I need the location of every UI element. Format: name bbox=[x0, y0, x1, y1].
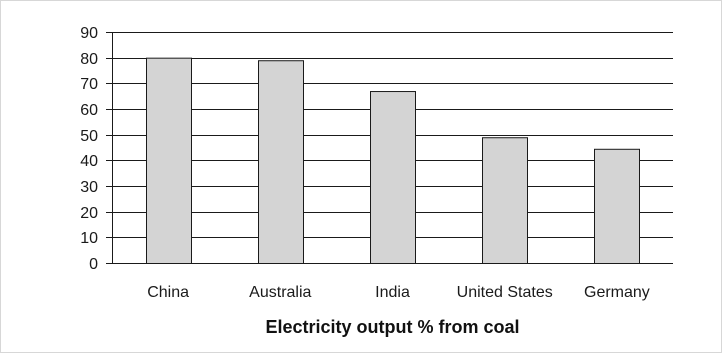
y-tick-label-90: 90 bbox=[80, 25, 98, 42]
x-tick-labels: China Australia India United States Germany bbox=[147, 284, 650, 301]
x-axis-label: Electricity output % from coal bbox=[265, 317, 519, 337]
y-tick-labels: 0 10 20 30 40 50 60 70 80 90 bbox=[80, 25, 98, 273]
y-tick-label-40: 40 bbox=[80, 153, 98, 170]
y-axis bbox=[106, 32, 673, 264]
y-tick-label-30: 30 bbox=[80, 179, 98, 196]
x-tick-label-united-states: United States bbox=[457, 284, 553, 301]
y-tick-label-60: 60 bbox=[80, 102, 98, 119]
y-tick-label-50: 50 bbox=[80, 128, 98, 145]
x-tick-label-australia: Australia bbox=[249, 284, 311, 301]
y-tick-label-80: 80 bbox=[80, 51, 98, 68]
y-tick-label-20: 20 bbox=[80, 205, 98, 222]
bar-united-states bbox=[482, 137, 528, 265]
y-tick-label-10: 10 bbox=[80, 230, 98, 247]
y-tick-label-0: 0 bbox=[89, 256, 98, 273]
x-tick-label-china: China bbox=[147, 284, 189, 301]
x-tick-label-germany: Germany bbox=[584, 284, 650, 301]
bar-india bbox=[370, 91, 416, 264]
bar-china bbox=[146, 57, 192, 264]
y-tick-label-70: 70 bbox=[80, 76, 98, 93]
bar-australia bbox=[258, 60, 304, 264]
bar-germany bbox=[594, 148, 640, 265]
x-tick-label-india: India bbox=[375, 284, 410, 301]
bars bbox=[146, 57, 640, 265]
